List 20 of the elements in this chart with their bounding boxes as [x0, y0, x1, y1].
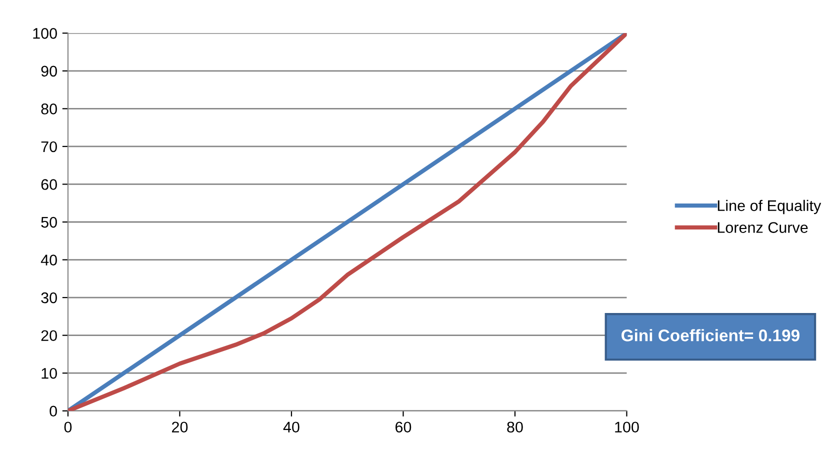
y-tick-label: 30: [41, 292, 57, 304]
y-tick-label: 20: [41, 330, 57, 342]
y-tick-label: 70: [41, 141, 57, 152]
x-tick-label: 40: [283, 422, 300, 433]
x-tick-label: 80: [507, 422, 523, 433]
y-tick-label: 60: [41, 179, 57, 190]
x-tick-label: 60: [396, 422, 412, 433]
y-tick-label: 10: [42, 368, 57, 379]
x-tick-label: 0: [64, 422, 72, 433]
y-tick-label: 90: [41, 66, 57, 77]
x-tick-label: 100: [615, 422, 639, 433]
y-tick-label: 50: [41, 216, 57, 228]
y-tick-label: 0: [50, 406, 57, 417]
legend-label: Lorenz Curve: [718, 222, 808, 233]
y-tick-label: 80: [41, 104, 57, 114]
y-tick-label: 40: [40, 254, 57, 266]
annotation: Gini Coefficient= 0.199: [622, 329, 800, 342]
x-tick-label: 20: [172, 422, 188, 433]
legend-label: Line of Equality: [718, 200, 822, 214]
y-tick-label: 100: [33, 28, 57, 39]
